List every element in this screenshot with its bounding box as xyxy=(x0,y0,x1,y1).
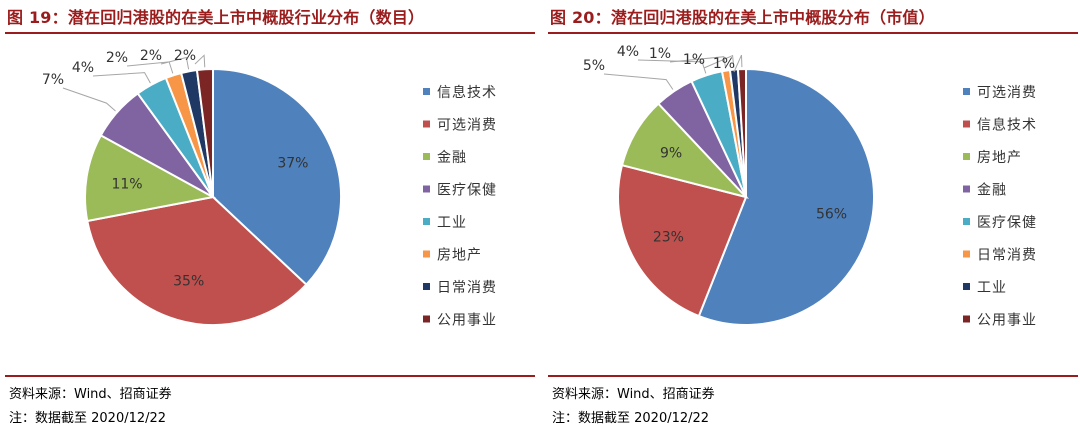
leader-line xyxy=(637,59,707,74)
slice-data-label: 23% xyxy=(653,230,684,246)
slice-data-label: 2% xyxy=(174,48,196,64)
leader-line xyxy=(160,56,190,70)
pie-slice xyxy=(84,133,216,223)
data-date-note: 注：数据截至 2020/12/22 xyxy=(9,411,167,426)
legend-swatch xyxy=(423,250,430,258)
leader-line xyxy=(62,87,116,112)
legend-entry: 信息技术 xyxy=(437,84,497,101)
slice-data-label: 1% xyxy=(713,56,735,72)
legend-swatch xyxy=(423,283,430,290)
pie-chart-count: 37% 35% 11% 7% 4% 2% 2% 2% 信息技术可选消费金融医疗保健工业房地产日常… xyxy=(42,48,497,329)
leader-line xyxy=(603,73,674,90)
pie-chart-market-cap: 56% 23% 9% 5% 4% 1% 1% 1% 可选消费信息技术房地产金融医疗保健日常消费工… xyxy=(583,44,1037,329)
chart-title: 图 20：潜在回归港股的在美上市中概股分布（市值） xyxy=(550,8,935,27)
legend-swatch xyxy=(423,120,430,128)
legend-entry: 可选消费 xyxy=(437,118,497,134)
legend-swatch xyxy=(963,185,970,193)
legend-swatch xyxy=(963,153,970,160)
slice-data-label: 2% xyxy=(106,50,128,66)
legend-swatch xyxy=(423,315,430,323)
slice-data-label: 56% xyxy=(816,206,847,222)
title-rule xyxy=(548,32,1078,34)
source-note: 资料来源：Wind、招商证券 xyxy=(552,387,715,402)
legend-swatch xyxy=(423,153,430,160)
source-note: 资料来源：Wind、招商证券 xyxy=(9,387,172,402)
legend-swatch xyxy=(423,185,430,193)
pie-slice xyxy=(86,195,308,326)
legend-swatch xyxy=(963,120,970,128)
chart-panel-right: 图 20：潜在回归港股的在美上市中概股分布（市值） 56% 23% 9% 5% 4% 1%… xyxy=(548,0,1078,432)
legend-swatch xyxy=(963,283,970,290)
legend-entry: 医疗保健 xyxy=(977,215,1037,231)
legend-entry: 日常消费 xyxy=(437,280,497,296)
legend-swatch xyxy=(963,218,970,225)
leader-line xyxy=(703,54,735,69)
footer-rule xyxy=(5,375,535,377)
slice-data-label: 1% xyxy=(649,46,671,62)
legend-entry: 公用事业 xyxy=(437,313,497,329)
legend-entry: 公用事业 xyxy=(977,313,1037,329)
pie-slice xyxy=(195,67,214,198)
legend-entry: 金融 xyxy=(977,183,1007,199)
slice-data-label: 2% xyxy=(140,48,162,64)
chart-panel-left: 图 19：潜在回归港股的在美上市中概股行业分布（数目） 37% 35% 11% 7% 4… xyxy=(5,0,535,432)
legend-entry: 房地产 xyxy=(977,150,1022,166)
legend-entry: 房地产 xyxy=(437,248,482,264)
slice-data-label: 4% xyxy=(72,60,94,76)
slice-data-label: 1% xyxy=(683,52,705,68)
legend-entry: 信息技术 xyxy=(977,117,1037,134)
legend-swatch xyxy=(963,250,970,258)
slice-data-label: 37% xyxy=(277,155,308,171)
legend-entry: 日常消费 xyxy=(977,248,1037,264)
slice-data-label: 9% xyxy=(660,146,682,162)
leader-line xyxy=(733,54,743,73)
chart-title: 图 19：潜在回归港股的在美上市中概股行业分布（数目） xyxy=(7,8,425,27)
pie-slice xyxy=(736,67,747,198)
slice-data-label: 7% xyxy=(42,72,64,88)
legend-entry: 工业 xyxy=(977,280,1007,296)
leader-line xyxy=(92,72,151,84)
pie-slice xyxy=(697,67,875,326)
slice-data-label: 5% xyxy=(583,58,605,74)
footer-rule xyxy=(548,375,1078,377)
legend-entry: 金融 xyxy=(437,150,467,166)
legend-swatch xyxy=(423,88,430,95)
data-date-note: 注：数据截至 2020/12/22 xyxy=(552,411,710,426)
legend-swatch xyxy=(423,218,430,225)
leader-line xyxy=(194,54,206,68)
pie-slice xyxy=(212,67,342,287)
legend-entry: 可选消费 xyxy=(977,85,1037,101)
leader-line xyxy=(669,56,727,69)
legend-entry: 工业 xyxy=(437,215,467,231)
slice-data-label: 35% xyxy=(173,274,204,290)
title-rule xyxy=(5,32,535,34)
legend-swatch xyxy=(963,315,970,323)
legend-entry: 医疗保健 xyxy=(437,183,497,199)
slice-data-label: 4% xyxy=(617,44,639,60)
legend-swatch xyxy=(963,88,970,95)
slice-data-label: 11% xyxy=(111,176,142,192)
pie-slice xyxy=(617,163,748,318)
